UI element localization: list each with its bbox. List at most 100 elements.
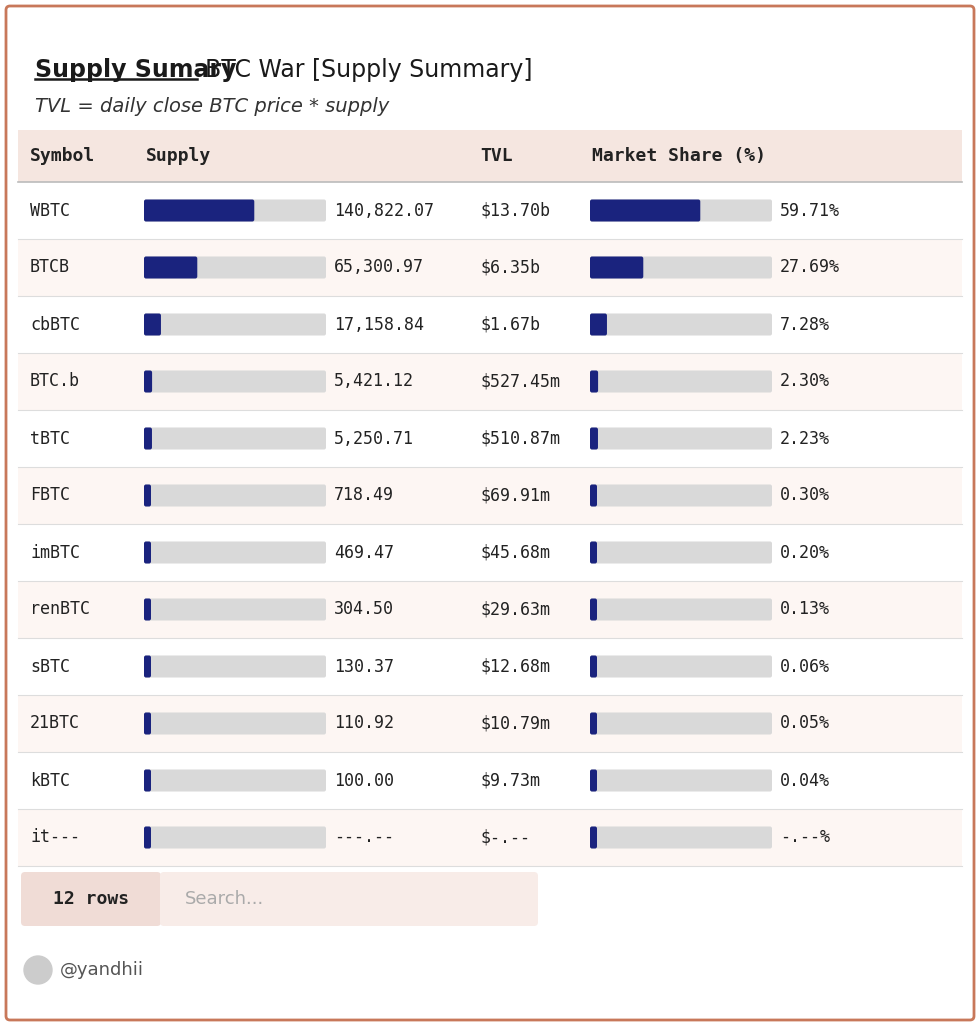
Text: FBTC: FBTC <box>30 486 70 505</box>
Circle shape <box>24 956 52 984</box>
Text: 12 rows: 12 rows <box>53 890 129 908</box>
Text: $29.63m: $29.63m <box>480 600 550 619</box>
FancyBboxPatch shape <box>590 770 597 791</box>
Text: $6.35b: $6.35b <box>480 259 540 276</box>
Text: BTC.b: BTC.b <box>30 372 80 391</box>
Text: Supply Sumary: Supply Sumary <box>35 58 236 82</box>
Text: BTC War [Supply Summary]: BTC War [Supply Summary] <box>205 58 532 82</box>
Text: 27.69%: 27.69% <box>780 259 840 276</box>
Text: $10.79m: $10.79m <box>480 714 550 733</box>
Text: $45.68m: $45.68m <box>480 544 550 561</box>
FancyBboxPatch shape <box>144 256 197 278</box>
FancyBboxPatch shape <box>144 314 161 336</box>
Text: cbBTC: cbBTC <box>30 316 80 333</box>
FancyBboxPatch shape <box>160 872 538 926</box>
Text: 469.47: 469.47 <box>334 544 394 561</box>
FancyBboxPatch shape <box>590 598 772 621</box>
FancyBboxPatch shape <box>144 827 151 849</box>
FancyBboxPatch shape <box>590 199 772 222</box>
Text: $12.68m: $12.68m <box>480 658 550 675</box>
Text: 0.13%: 0.13% <box>780 600 830 619</box>
Text: 140,822.07: 140,822.07 <box>334 201 434 220</box>
FancyBboxPatch shape <box>590 712 772 735</box>
Text: 2.23%: 2.23% <box>780 430 830 447</box>
Text: Supply: Supply <box>146 147 212 165</box>
FancyBboxPatch shape <box>144 370 152 393</box>
Text: kBTC: kBTC <box>30 772 70 789</box>
Bar <box>18 410 962 467</box>
FancyBboxPatch shape <box>590 428 598 449</box>
Text: 5,250.71: 5,250.71 <box>334 430 414 447</box>
Bar <box>18 695 962 752</box>
Bar <box>18 239 962 295</box>
Text: Market Share (%): Market Share (%) <box>592 147 766 165</box>
FancyBboxPatch shape <box>590 370 772 393</box>
Text: imBTC: imBTC <box>30 544 80 561</box>
Text: $69.91m: $69.91m <box>480 486 550 505</box>
FancyBboxPatch shape <box>144 770 151 791</box>
Text: sBTC: sBTC <box>30 658 70 675</box>
Text: 21BTC: 21BTC <box>30 714 80 733</box>
Text: WBTC: WBTC <box>30 201 70 220</box>
Text: Symbol: Symbol <box>30 147 95 165</box>
Text: $9.73m: $9.73m <box>480 772 540 789</box>
Bar <box>18 130 962 182</box>
Bar <box>18 752 962 808</box>
FancyBboxPatch shape <box>6 6 974 1020</box>
Text: 304.50: 304.50 <box>334 600 394 619</box>
Text: $13.70b: $13.70b <box>480 201 550 220</box>
FancyBboxPatch shape <box>590 428 772 449</box>
Bar <box>18 353 962 410</box>
Text: 0.30%: 0.30% <box>780 486 830 505</box>
FancyBboxPatch shape <box>590 827 597 849</box>
FancyBboxPatch shape <box>21 872 161 926</box>
FancyBboxPatch shape <box>144 598 326 621</box>
FancyBboxPatch shape <box>590 827 772 849</box>
Text: BTCB: BTCB <box>30 259 70 276</box>
Text: 2.30%: 2.30% <box>780 372 830 391</box>
Text: 718.49: 718.49 <box>334 486 394 505</box>
Text: -.--%: -.--% <box>780 829 830 846</box>
Bar <box>18 295 962 353</box>
FancyBboxPatch shape <box>144 542 151 563</box>
FancyBboxPatch shape <box>144 484 326 507</box>
FancyBboxPatch shape <box>590 199 701 222</box>
FancyBboxPatch shape <box>144 770 326 791</box>
FancyBboxPatch shape <box>590 256 643 278</box>
FancyBboxPatch shape <box>144 314 326 336</box>
Text: 0.04%: 0.04% <box>780 772 830 789</box>
FancyBboxPatch shape <box>144 827 326 849</box>
FancyBboxPatch shape <box>590 370 598 393</box>
Text: ---.--: ---.-- <box>334 829 394 846</box>
Text: @yandhii: @yandhii <box>60 961 144 979</box>
FancyBboxPatch shape <box>144 598 151 621</box>
FancyBboxPatch shape <box>144 256 326 278</box>
Text: 100.00: 100.00 <box>334 772 394 789</box>
Bar <box>18 581 962 638</box>
FancyBboxPatch shape <box>144 712 326 735</box>
FancyBboxPatch shape <box>144 656 326 677</box>
Bar <box>18 524 962 581</box>
FancyBboxPatch shape <box>144 370 326 393</box>
FancyBboxPatch shape <box>144 428 326 449</box>
FancyBboxPatch shape <box>590 484 772 507</box>
Text: TVL: TVL <box>480 147 513 165</box>
Text: $-.--: $-.-- <box>480 829 530 846</box>
Text: 7.28%: 7.28% <box>780 316 830 333</box>
FancyBboxPatch shape <box>144 199 326 222</box>
FancyBboxPatch shape <box>590 484 597 507</box>
FancyBboxPatch shape <box>590 314 772 336</box>
FancyBboxPatch shape <box>590 256 772 278</box>
Text: $510.87m: $510.87m <box>480 430 560 447</box>
FancyBboxPatch shape <box>590 656 597 677</box>
Text: TVL = daily close BTC price * supply: TVL = daily close BTC price * supply <box>35 97 389 116</box>
Text: 110.92: 110.92 <box>334 714 394 733</box>
FancyBboxPatch shape <box>144 656 151 677</box>
Text: 17,158.84: 17,158.84 <box>334 316 424 333</box>
Text: 0.05%: 0.05% <box>780 714 830 733</box>
FancyBboxPatch shape <box>590 712 597 735</box>
Text: 65,300.97: 65,300.97 <box>334 259 424 276</box>
FancyBboxPatch shape <box>144 484 151 507</box>
Text: 130.37: 130.37 <box>334 658 394 675</box>
FancyBboxPatch shape <box>144 712 151 735</box>
